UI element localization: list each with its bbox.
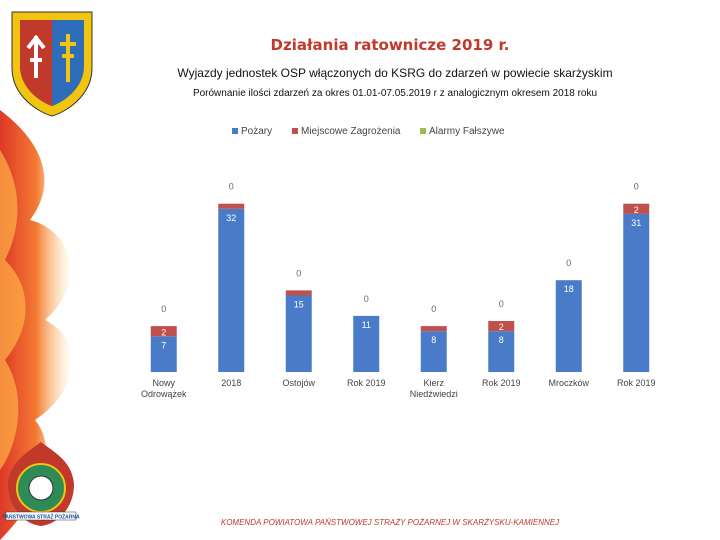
bar-2-0: [285, 295, 312, 372]
category-label-2: Ostojów: [282, 378, 315, 388]
bar-2-1: [285, 290, 312, 296]
category-label-3: Rok 2019: [347, 378, 386, 388]
bar-5-0: [488, 331, 515, 372]
category-label-1: 2018: [221, 378, 241, 388]
data-label-5-2: 0: [499, 299, 504, 309]
slide-footer: Komenda Powiatowa Państwowej Straży Poża…: [220, 518, 560, 527]
coat-of-arms: [11, 11, 93, 117]
legend-swatch-2: [420, 128, 426, 134]
fire-service-emblem: PAŃSTWOWA STRAŻ POŻARNA: [2, 442, 80, 526]
legend-label-2: Alarmy Fałszywe: [429, 126, 505, 137]
data-label-3-0: 11: [362, 320, 371, 330]
data-label-0-2: 0: [161, 304, 166, 314]
category-label-5: Rok 2019: [482, 378, 521, 388]
data-label-0-1: 2: [161, 327, 166, 337]
bar-4-1: [420, 326, 447, 332]
slide-description: Porównanie ilości zdarzeń za okres 01.01…: [192, 88, 598, 99]
legend-label-0: Pożary: [241, 126, 272, 137]
data-label-6-2: 0: [566, 258, 571, 268]
bar-1-0: [218, 208, 245, 372]
category-label-0: Nowy Odrowążek: [141, 378, 187, 399]
bar-4-0: [420, 331, 447, 372]
data-label-1-0: 32: [226, 213, 236, 223]
bar-5-1: [488, 321, 515, 332]
bar-7-1: [623, 203, 650, 214]
legend-label-1: Miejscowe Zagrożenia: [301, 126, 401, 137]
data-label-3-2: 0: [364, 294, 369, 304]
category-label-7: Rok 2019: [617, 378, 656, 388]
data-label-2-2: 0: [296, 268, 301, 278]
data-label-5-1: 2: [499, 322, 504, 332]
data-label-6-1: 0: [566, 270, 571, 280]
emblem-text: PAŃSTWOWA STRAŻ POŻARNA: [2, 513, 80, 521]
data-label-7-0: 31: [631, 218, 641, 228]
data-label-7-1: 2: [634, 205, 639, 215]
slide-title: Działania ratownicze 2019 r.: [270, 36, 510, 54]
data-label-6-0: 18: [564, 284, 574, 294]
data-label-2-1: 1: [296, 280, 301, 290]
data-label-1-1: 1: [229, 194, 234, 204]
data-label-1-2: 0: [229, 182, 234, 192]
bar-0-1: [150, 326, 177, 337]
data-label-4-2: 0: [431, 304, 436, 314]
data-label-0-0: 7: [161, 340, 166, 350]
data-label-7-2: 0: [634, 182, 639, 192]
bar-6-0: [555, 280, 582, 372]
bar-7-0: [623, 213, 650, 372]
category-label-6: Mroczków: [548, 378, 589, 388]
legend-swatch-1: [292, 128, 298, 134]
data-label-2-0: 15: [294, 300, 304, 310]
bar-3-0: [353, 315, 380, 372]
data-label-3-1: 0: [364, 306, 369, 316]
legend-swatch-0: [232, 128, 238, 134]
data-label-4-1: 1: [431, 316, 436, 326]
category-label-4: Kierz Niedźwiedzi: [410, 378, 458, 399]
data-label-5-0: 8: [499, 335, 504, 345]
bar-0-0: [150, 336, 177, 372]
bar-1-1: [218, 203, 245, 209]
data-label-4-0: 8: [431, 335, 436, 345]
slide-subtitle: Wyjazdy jednostek OSP włączonych do KSRG…: [177, 66, 613, 80]
